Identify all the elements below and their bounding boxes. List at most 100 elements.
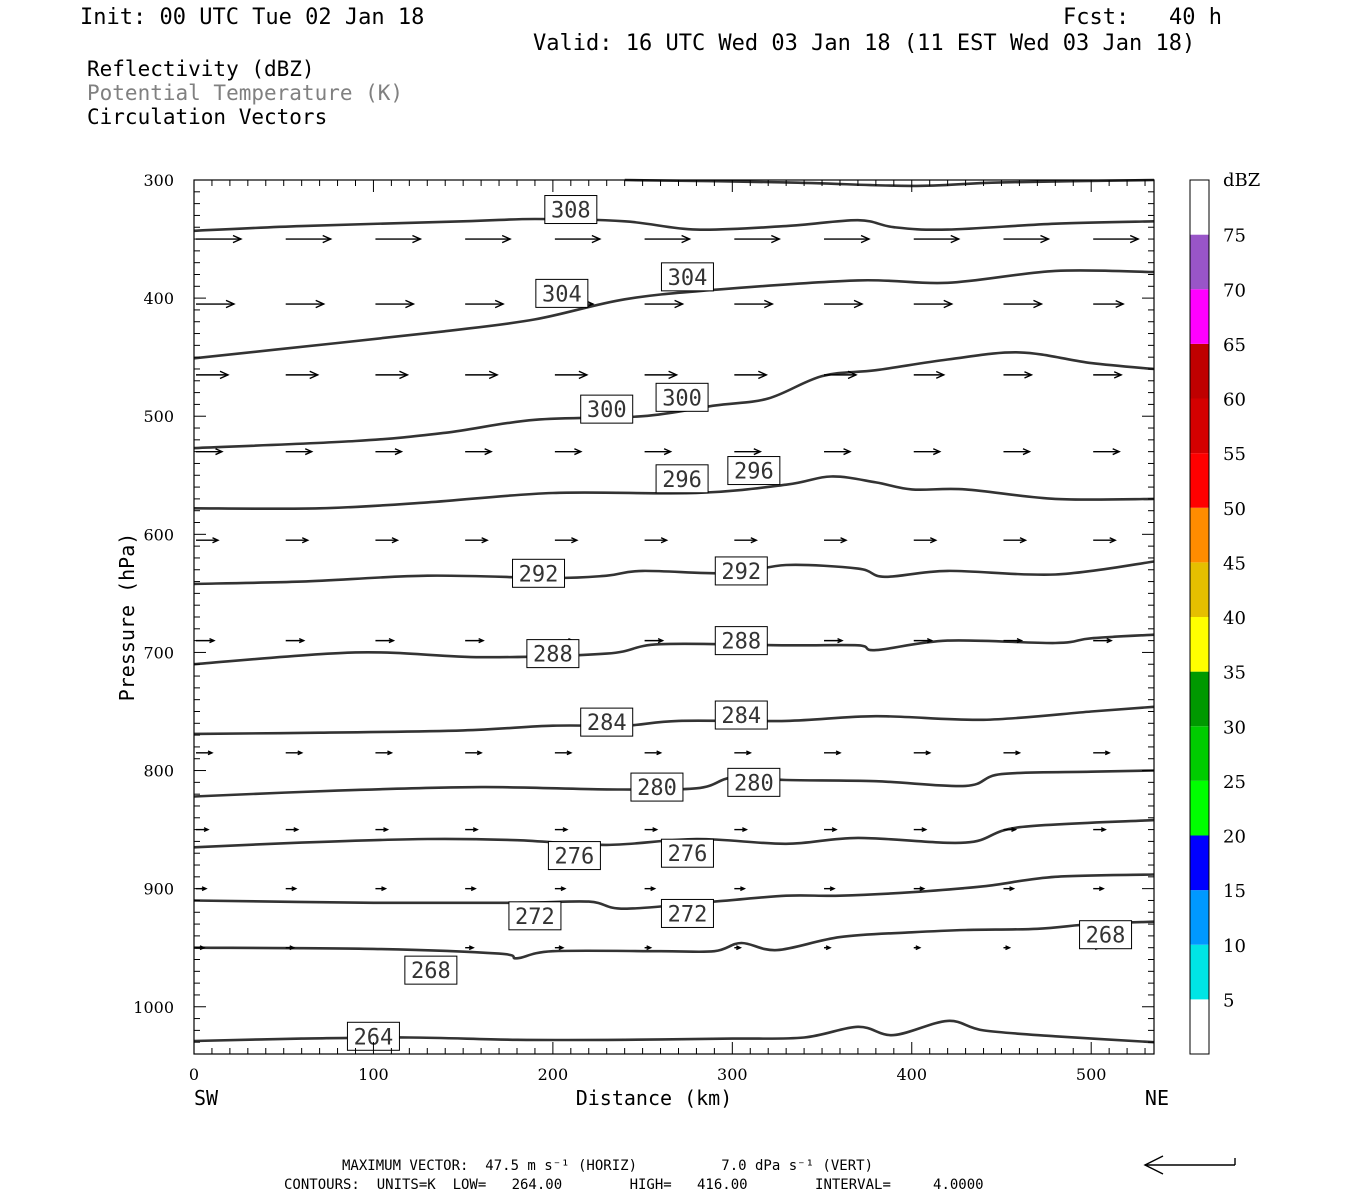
vector-arrowhead	[837, 637, 844, 644]
y-axis-label: Pressure (hPa)	[115, 533, 139, 702]
contour-label: 300	[587, 398, 627, 423]
contour-label-box	[512, 558, 566, 588]
vector-arrowhead	[571, 537, 579, 544]
colorbar: 5 10 15 20 25 30 35 40 45 50 55 60 65 70 75 dBZ	[1189, 170, 1260, 1055]
vector-arrowhead	[1100, 827, 1107, 833]
contour-264	[193, 1019, 1155, 1044]
contour-label: 276	[668, 842, 708, 867]
vector-arrowhead	[412, 234, 423, 244]
vector-arrowhead	[232, 234, 243, 244]
reference-vector	[1143, 1155, 1236, 1175]
contour-300	[193, 351, 1155, 450]
colorbar-label: 35	[1223, 663, 1246, 684]
contour-label: 272	[668, 902, 708, 927]
x-tick-label: 200	[538, 1065, 569, 1084]
colorbar-label: 60	[1223, 390, 1246, 411]
contour-label: 308	[551, 199, 591, 224]
vector-arrowhead	[488, 370, 499, 380]
vector-arrowhead	[825, 945, 832, 951]
y-tick-label: 800	[143, 762, 174, 781]
colorbar-label: 20	[1223, 827, 1246, 848]
reference-vector-head	[1143, 1155, 1164, 1175]
vector-arrowhead	[219, 370, 230, 380]
colorbar-cell	[1190, 890, 1209, 945]
colorbar-cell	[1190, 289, 1209, 344]
colorbar-label: 5	[1223, 990, 1234, 1011]
colorbar-cell	[1190, 671, 1209, 727]
vector-arrowhead	[663, 448, 673, 456]
vector-arrowhead	[932, 448, 942, 456]
contour-label-box	[655, 464, 709, 494]
vector-arrowhead	[921, 827, 928, 833]
x-tick-label: 300	[717, 1065, 748, 1084]
vector-arrowhead	[860, 234, 871, 244]
contour-label: 292	[721, 560, 761, 585]
contour-label: 268	[411, 959, 451, 984]
vector-arrowhead	[562, 827, 569, 833]
contour-label: 280	[734, 771, 774, 796]
vector-arrowhead	[742, 827, 749, 833]
colorbar-label: 40	[1223, 608, 1246, 629]
vector-arrowhead	[853, 299, 864, 309]
x-axis-label: Distance (km)	[576, 1086, 733, 1110]
x-tick-label: 400	[896, 1065, 927, 1084]
vector-arrowhead	[1011, 827, 1018, 833]
vector-arrowhead	[656, 750, 663, 756]
vector-arrowhead	[681, 234, 692, 244]
y-tick-label: 900	[143, 880, 174, 899]
vector-arrowhead	[387, 750, 394, 756]
contour-label: 276	[555, 845, 595, 870]
colorbar-label: 30	[1223, 717, 1246, 738]
contour-label-box	[630, 772, 684, 802]
colorbar-cell	[1190, 780, 1209, 836]
forecast-hour: Fcst: 40 h	[1063, 5, 1222, 30]
vector-arrowhead	[1106, 637, 1113, 644]
vector-arrowhead	[668, 370, 679, 380]
vector-arrowhead	[478, 637, 485, 644]
y-tick-label: 700	[143, 643, 174, 662]
vector-arrowhead	[381, 886, 388, 892]
vector-arrowhead	[388, 637, 396, 644]
vector-arrowhead	[591, 234, 602, 244]
colorbar-cell	[1190, 180, 1209, 235]
colorbar-cell	[1190, 944, 1209, 1000]
vector-arrowhead	[1022, 448, 1032, 456]
contour-label-box	[727, 767, 781, 797]
y-tick-label: 600	[143, 525, 174, 544]
contour-label-box	[1079, 920, 1133, 950]
contour-label-box	[526, 639, 580, 669]
colorbar-cell	[1190, 726, 1209, 781]
contour-label: 288	[721, 630, 761, 655]
contour-label: 288	[533, 643, 573, 668]
vector-arrowhead	[484, 448, 493, 456]
max-vector-note: MAXIMUM VECTOR: 47.5 m s⁻¹ (HORIZ) 7.0 d…	[342, 1158, 874, 1174]
vector-arrowhead	[1104, 750, 1111, 756]
vector-arrowhead	[322, 234, 333, 244]
x-end-label-sw: SW	[194, 1086, 219, 1110]
legend-reflectivity: Reflectivity (dBZ)	[87, 57, 315, 81]
contour-292	[193, 560, 1155, 586]
vector-arrowhead	[753, 448, 763, 456]
colorbar-label: 75	[1223, 226, 1246, 247]
contour-label-box	[547, 841, 601, 871]
vector-arrowhead	[470, 886, 477, 892]
colorbar-cell	[1190, 999, 1209, 1054]
vector-arrowhead	[215, 448, 224, 456]
legend-potential-temperature: Potential Temperature (K)	[87, 81, 404, 105]
contour-label-box	[655, 382, 709, 412]
vector-arrowhead	[199, 945, 206, 951]
vector-arrowhead	[494, 299, 505, 309]
colorbar-cell	[1190, 234, 1209, 290]
contour-296	[193, 475, 1155, 511]
vector-arrowhead	[566, 750, 573, 756]
colorbar-cell	[1190, 835, 1209, 891]
colorbar-title: dBZ	[1223, 170, 1260, 191]
contour-268	[193, 920, 1155, 960]
contour-272	[193, 873, 1155, 911]
vector-arrowhead	[1098, 886, 1105, 892]
colorbar-label: 15	[1223, 881, 1246, 902]
contour-label-box	[714, 700, 768, 730]
vector-arrowhead	[291, 886, 298, 892]
contour-label-box	[535, 278, 589, 308]
